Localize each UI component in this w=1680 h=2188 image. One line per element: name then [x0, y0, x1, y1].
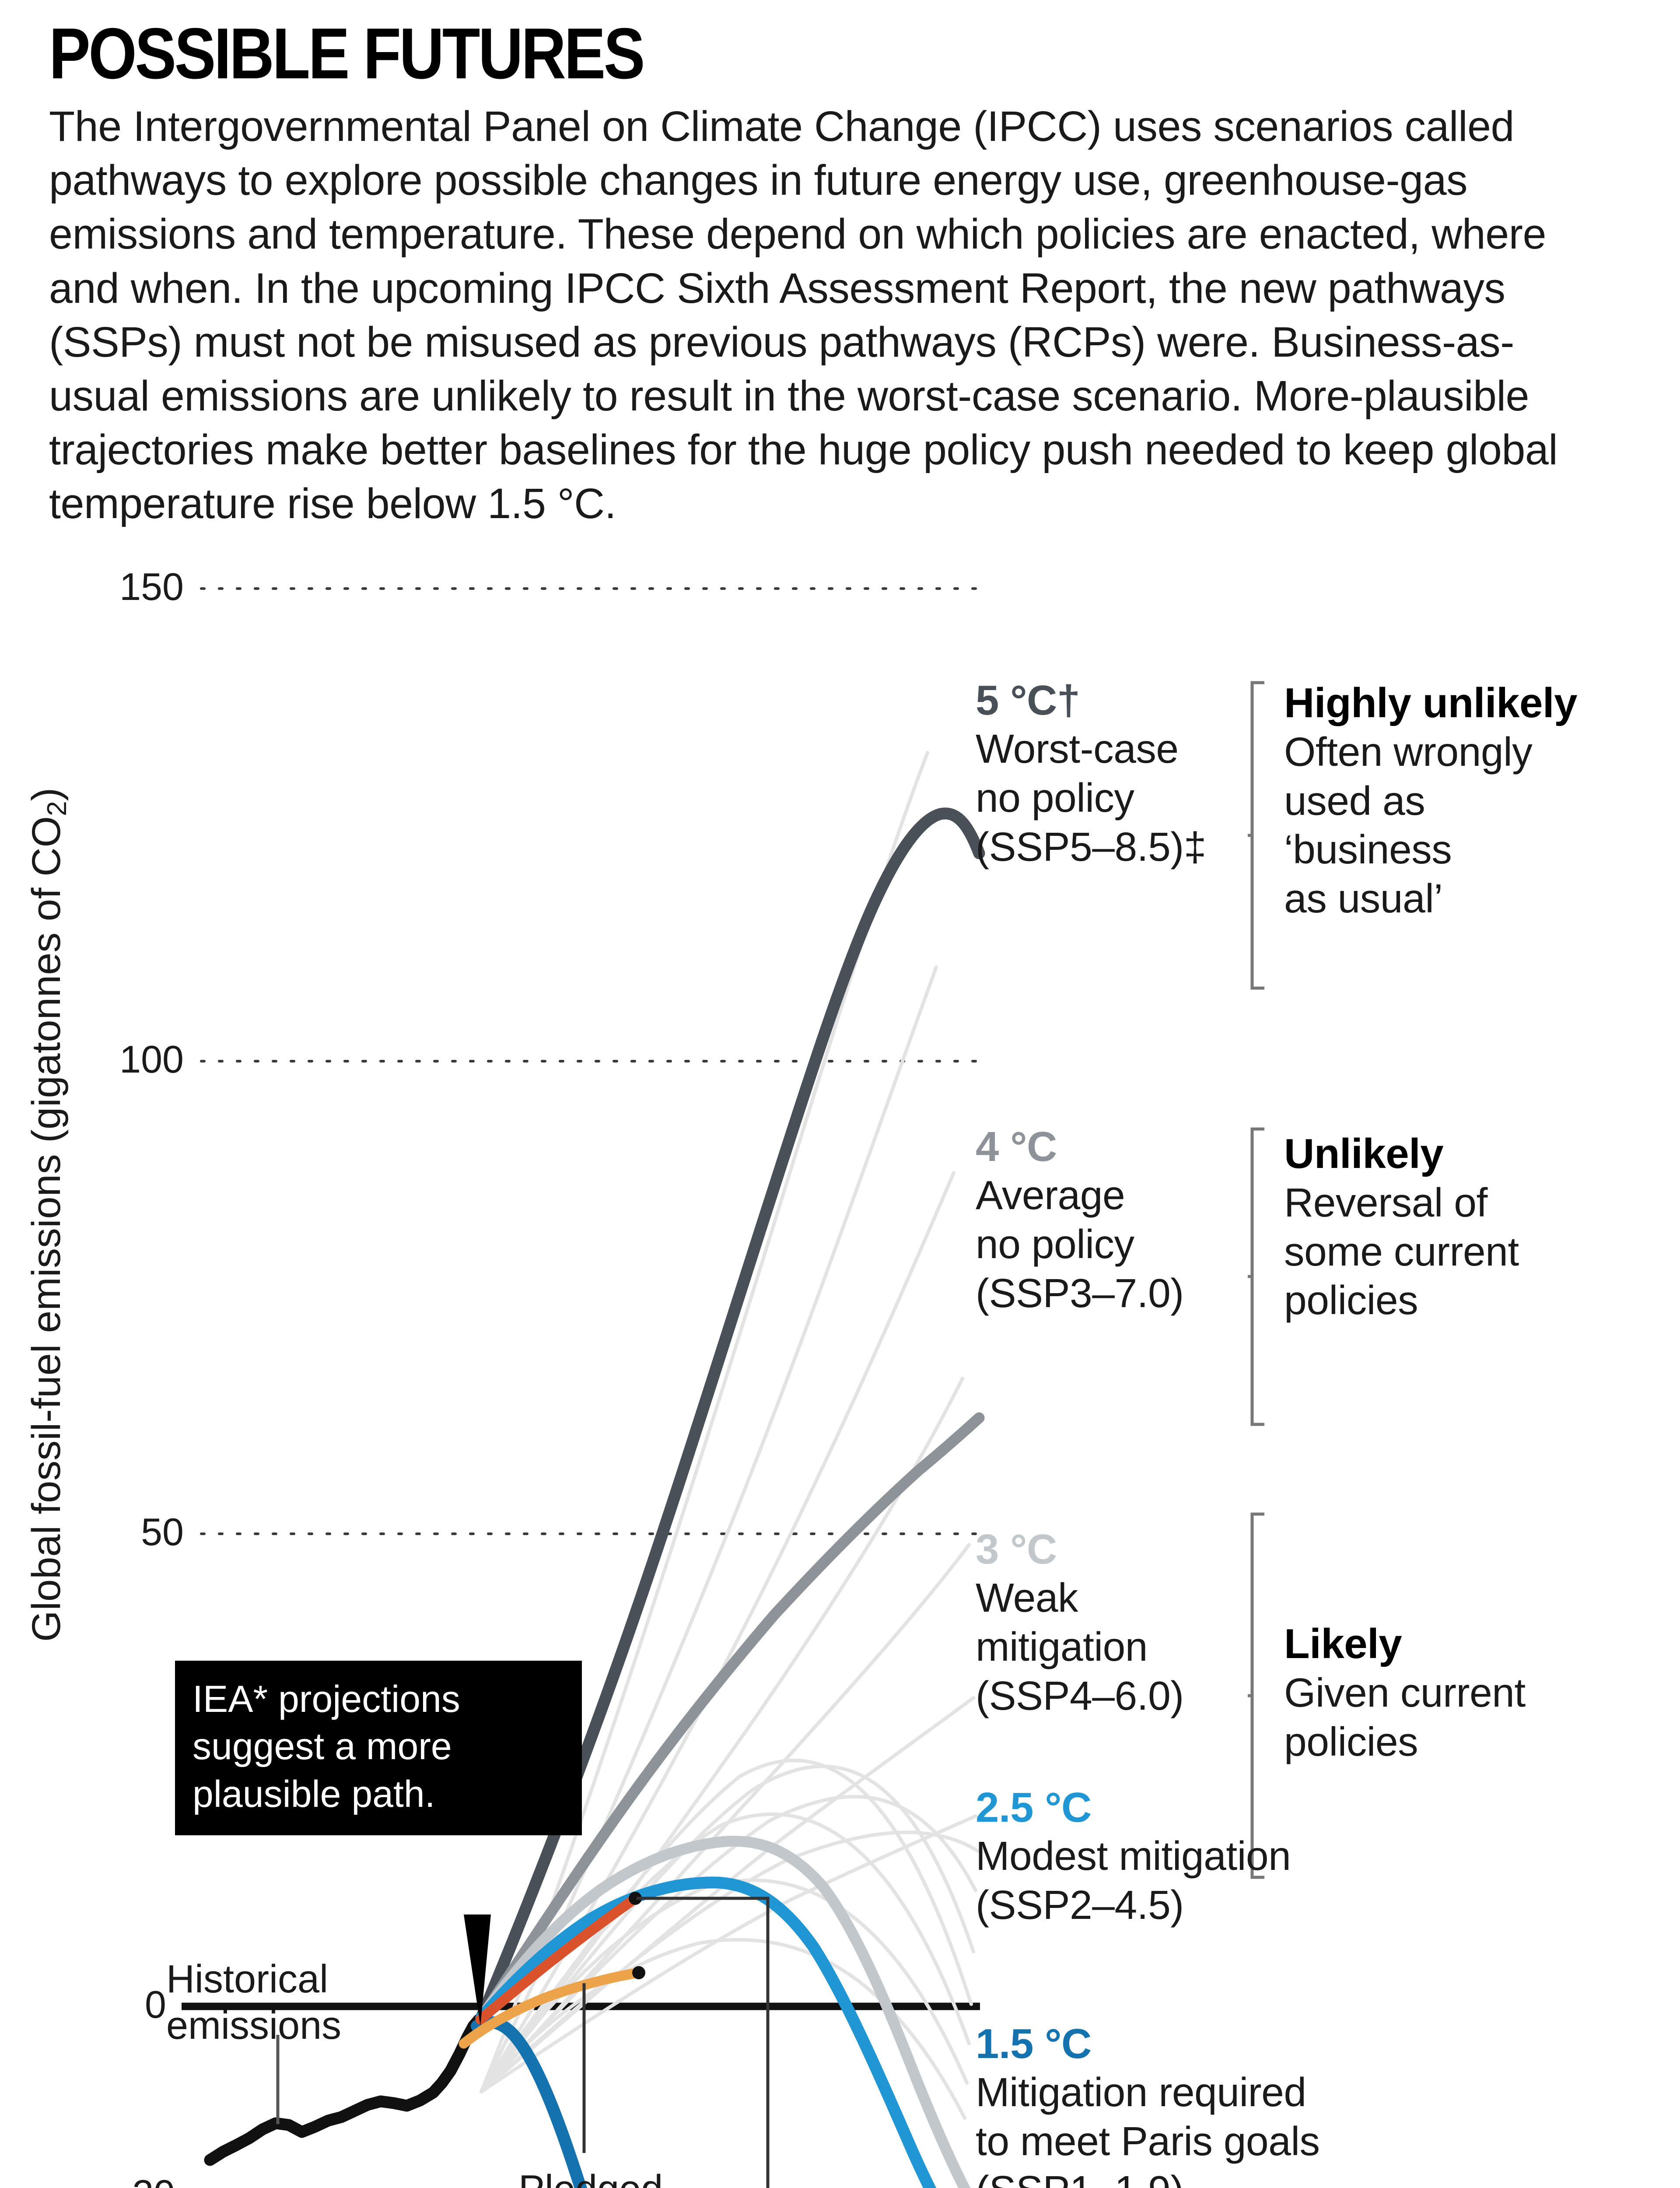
iea-callout-box: IEA* projections suggest a more plausibl… [175, 1661, 582, 1836]
scenario-ssp4-60: 3 °C Weak mitigation (SSP4–6.0) [976, 1525, 1184, 1720]
ytick-0: 0 [145, 1983, 166, 2026]
ytick-150: 150 [119, 565, 184, 608]
page-title: POSSIBLE FUTURES [49, 13, 645, 94]
series-ssp1-19 [471, 2016, 588, 2188]
scenario-desc-ssp3: Average no policy (SSP3–7.0) [976, 1172, 1184, 1316]
series-historical [204, 2012, 487, 2166]
scenario-desc-ssp5: Worst-case no policy (SSP5–8.5)‡ [976, 726, 1206, 870]
ytick-50: 50 [141, 1510, 184, 1553]
series-ssp3-70 [476, 1412, 985, 2023]
likelihood-brackets [1248, 681, 1264, 1879]
scenario-temp-ssp1: 1.5 °C [976, 2020, 1092, 2067]
scenario-ssp1-19: 1.5 °C Mitigation required to meet Paris… [976, 2020, 1320, 2188]
scenario-temp-ssp4: 3 °C [976, 1526, 1057, 1573]
likelihood-title-2: Unlikely [1284, 1130, 1444, 1177]
ytick-100: 100 [119, 1038, 184, 1081]
scenario-ssp5-85: 5 °C† Worst-case no policy (SSP5–8.5)‡ [976, 676, 1206, 871]
likelihood-title-3: Likely [1284, 1620, 1402, 1667]
y-axis-title: Global fossil-fuel emissions (gigatonnes… [24, 787, 72, 1642]
likelihood-title-1: Highly unlikely [1284, 680, 1577, 726]
scenario-desc-ssp1: Mitigation required to meet Paris goals … [976, 2069, 1320, 2188]
scenario-ssp2-45: 2.5 °C Modest mitigation (SSP2–4.5) [976, 1783, 1291, 1930]
likelihood-unlikely: Unlikely Reversal of some current polici… [1284, 1129, 1590, 1325]
header: POSSIBLE FUTURES The Intergovernmental P… [49, 18, 1633, 531]
emissions-chart: 150 100 50 0 −20 1980 2000 2020 2040 206… [0, 508, 1680, 2188]
likelihood-highly-unlikely: Highly unlikely Often wrongly used as ‘b… [1284, 678, 1590, 923]
current-policies-leader [637, 1897, 770, 2188]
series-iea-current-policies [475, 1894, 640, 2025]
likelihood-desc-2: Reversal of some current policies [1284, 1180, 1519, 1323]
ytick-minus20: −20 [44, 2171, 175, 2188]
iea-current-policies-endpoint [629, 1892, 642, 1905]
series-ssp4-60 [476, 1835, 971, 2188]
scenario-temp-ssp3: 4 °C [976, 1123, 1057, 1170]
likelihood-desc-3: Given current policies [1284, 1670, 1526, 1764]
annotation-pledged-policies: Pledged policies [518, 2166, 663, 2188]
scenario-desc-ssp4: Weak mitigation (SSP4–6.0) [976, 1575, 1184, 1718]
likelihood-likely: Likely Given current policies [1284, 1619, 1590, 1766]
iea-stated-policies-endpoint [632, 1966, 645, 1979]
series-ssp2-45 [475, 1876, 937, 2188]
callout-tail [464, 1914, 491, 2026]
scenario-desc-ssp2: Modest mitigation (SSP2–4.5) [976, 1833, 1291, 1928]
likelihood-desc-1: Often wrongly used as ‘business as usual… [1284, 729, 1533, 922]
annotation-historical-emissions: Historical emissions [166, 1957, 342, 2048]
scenario-temp-ssp5: 5 °C† [976, 677, 1080, 724]
standfirst-text: The Intergovernmental Panel on Climate C… [49, 102, 1558, 528]
series-iea-stated-policies [458, 1967, 644, 2049]
scenario-temp-ssp2: 2.5 °C [976, 1784, 1092, 1831]
scenario-ssp3-70: 4 °C Average no policy (SSP3–7.0) [976, 1122, 1184, 1318]
ensemble-pathways [480, 751, 980, 2120]
